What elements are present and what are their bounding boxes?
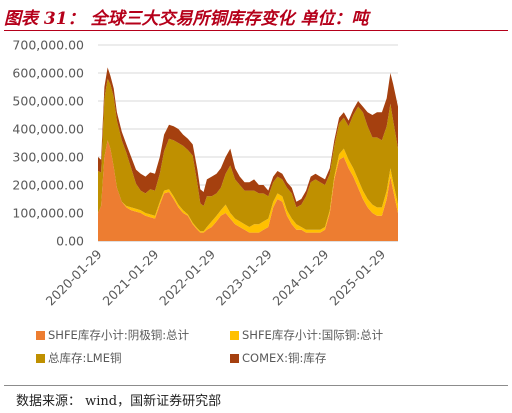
legend-swatch-lme [36,353,45,363]
x-tick-label: 2020-01-29 [43,246,105,308]
legend-item-lme: 总库存:LME铜 [36,350,121,366]
legend-swatch-comex [230,353,239,363]
stacked-area-chart: 0.00 100,000.00 200,000.00 300,000.00 400,00… [12,38,398,309]
legend-item-shfe-intl: SHFE库存小计:国际铜:总计 [230,327,383,343]
legend-swatch-shfe-intl [230,330,239,340]
x-tick-label: 2024-01-29 [270,247,332,309]
legend-label-comex: COMEX:铜:库存 [242,351,327,365]
area-series-3 [98,78,398,232]
x-tick-label: 2025-01-29 [326,246,388,308]
y-tick-label: 400,000.00 [12,122,84,137]
y-tick-label: 600,000.00 [12,66,84,81]
x-axis-ticks: 2020-01-292021-01-292022-01-292023-01-29… [43,246,389,308]
legend-item-shfe-cathode: SHFE库存小计:阴极铜:总计 [36,327,189,343]
legend-swatch-shfe-cathode [36,330,45,340]
x-tick-label: 2021-01-29 [99,246,161,308]
y-tick-label: 300,000.00 [12,150,84,165]
y-tick-label: 0.00 [56,234,84,249]
legend-label-shfe-intl: SHFE库存小计:国际铜:总计 [242,328,384,342]
y-tick-label: 100,000.00 [12,206,84,221]
x-tick-label: 2023-01-29 [213,246,275,308]
y-tick-label: 200,000.00 [12,178,84,193]
footer-divider [4,385,508,386]
y-tick-label: 500,000.00 [12,94,84,109]
legend-label-lme: 总库存:LME铜 [48,351,122,365]
area-series [98,67,398,241]
y-tick-label: 700,000.00 [12,38,84,53]
chart-title: 图表 31： 全球三大交易所铜库存变化 单位：吨 [4,9,369,29]
legend: SHFE库存小计:阴极铜:总计 SHFE库存小计:国际铜:总计 总库存:LME铜… [36,327,506,377]
source-note: 数据来源： wind，国新证券研究部 [16,394,222,409]
title-underline [4,30,508,31]
y-axis-ticks: 0.00 100,000.00 200,000.00 300,000.00 400,00… [12,38,84,249]
x-tick-label: 2022-01-29 [156,246,218,308]
area-series-1 [98,140,398,241]
legend-label-shfe-cathode: SHFE库存小计:阴极铜:总计 [48,328,190,342]
legend-item-comex: COMEX:铜:库存 [230,350,326,366]
